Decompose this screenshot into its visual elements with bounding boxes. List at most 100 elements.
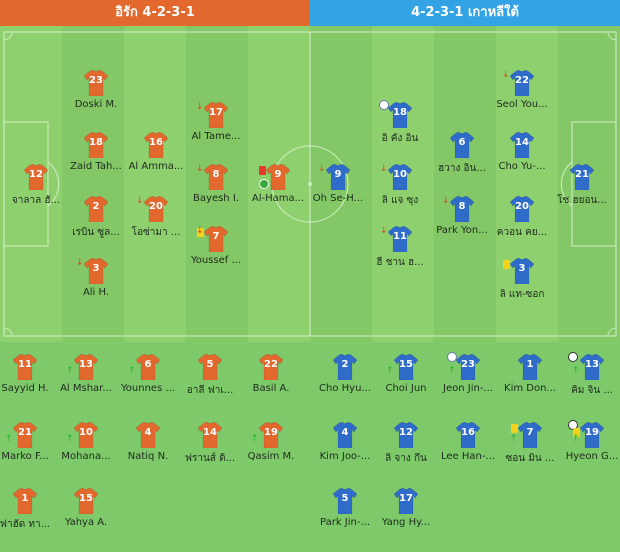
- player-name: Hyeon G...: [565, 451, 619, 462]
- jersey-icon: [266, 164, 290, 190]
- player-name: Natiq N.: [127, 451, 169, 462]
- jersey-number: 15: [79, 493, 93, 504]
- player-card[interactable]: 16 Al Amma...: [117, 132, 195, 190]
- player-card[interactable]: 1 Kim Don...: [491, 354, 569, 412]
- jersey-icon: [450, 132, 474, 158]
- player-card[interactable]: 11 ฮี ชาน ฮ... ↓: [361, 226, 439, 284]
- player-card[interactable]: 23 Jeon Jin-... ↑: [429, 352, 507, 412]
- player-card[interactable]: 21 Marko F... ↑: [0, 422, 64, 480]
- jersey-number: 1: [526, 359, 534, 370]
- jersey-number: 1: [21, 493, 29, 504]
- jersey-icon: [24, 164, 48, 190]
- player-card[interactable]: 13 Al Mshar... ↑: [47, 354, 125, 412]
- player-name: จาลาล ฮั...: [11, 195, 61, 206]
- player-card[interactable]: 3 ลิ แท-ซอก: [483, 258, 561, 316]
- substituted-in-icon: ↑: [448, 366, 456, 376]
- jersey-number: 13: [79, 359, 93, 370]
- player-card[interactable]: 14 Cho Yu-...: [483, 132, 561, 190]
- player-card[interactable]: 16 Lee Han-...: [429, 422, 507, 480]
- player-card[interactable]: 2 เรบิน ซูล...: [57, 196, 135, 254]
- captain-icon: [379, 100, 389, 110]
- player-card[interactable]: 10 ลิ แจ ซุง ↓: [361, 164, 439, 222]
- substituted-in-icon: ↑: [128, 366, 136, 376]
- jersey-number: 3: [92, 263, 100, 274]
- player-card[interactable]: 17 Yang Hy...: [367, 488, 445, 546]
- jersey-number: 14: [203, 427, 217, 438]
- player-card[interactable]: 5 อาลี ฟาเ...: [171, 354, 249, 412]
- player-name: Mohana...: [61, 451, 111, 462]
- jersey-icon: [259, 354, 283, 380]
- player-card[interactable]: 13 คิม จิน ... ↑: [553, 352, 620, 412]
- jersey-number: 18: [89, 137, 103, 148]
- player-card[interactable]: 9 Oh Se-H... ↓: [299, 164, 377, 222]
- player-name: ลิ จาง กึน: [385, 453, 427, 464]
- jersey-icon: [580, 354, 604, 380]
- jersey-icon: [144, 196, 168, 222]
- player-name: เรบิน ซูล...: [72, 227, 120, 238]
- home-team-header: อิรัก 4-2-3-1: [0, 0, 310, 26]
- substituted-out-icon: ↓: [196, 226, 204, 236]
- jersey-icon: [13, 488, 37, 514]
- player-card[interactable]: 22 Basil A.: [232, 354, 310, 412]
- player-card[interactable]: 17 Al Tame... ↓: [177, 102, 255, 160]
- player-card[interactable]: 15 Yahya A.: [47, 488, 125, 546]
- jersey-number: 4: [144, 427, 152, 438]
- player-name: ฟาฮัด ทา...: [0, 519, 51, 530]
- jersey-number: 21: [18, 427, 32, 438]
- player-card[interactable]: 4 Natiq N.: [109, 422, 187, 480]
- jersey-icon: [13, 422, 37, 448]
- jersey-icon: [333, 422, 357, 448]
- substituted-in-icon: ↑: [572, 366, 580, 376]
- substituted-out-icon: ↓: [196, 102, 204, 112]
- player-name: Al Amma...: [128, 161, 184, 172]
- jersey-number: 18: [393, 107, 407, 118]
- player-card[interactable]: 7 ซอน มิน ... ↑: [491, 422, 569, 480]
- yellow-card-icon: [511, 424, 518, 433]
- jersey-number: 5: [206, 359, 214, 370]
- player-card[interactable]: 6 Younnes ... ↑: [109, 354, 187, 412]
- player-name: Al Mshar...: [60, 383, 112, 394]
- jersey-icon: [570, 164, 594, 190]
- player-card[interactable]: 7 Youssef ... ↓: [177, 226, 255, 284]
- player-name: อิ คัง อิน: [381, 133, 419, 144]
- player-name: โช ฮยอน...: [557, 195, 607, 206]
- player-card[interactable]: 1 ฟาฮัด ทา...: [0, 488, 64, 546]
- player-card[interactable]: 19 Hyeon G... ↑: [553, 420, 620, 480]
- player-card[interactable]: 18 Zaid Tah...: [57, 132, 135, 190]
- player-card[interactable]: 20 โอซ่ามา ... ↓: [117, 196, 195, 254]
- away-team-header: 4-2-3-1 เกาหลีใต้: [310, 0, 620, 26]
- player-card[interactable]: 8 Bayesh I. ↓: [177, 164, 255, 222]
- player-card[interactable]: 6 ฮวาง อิน...: [423, 132, 501, 190]
- player-card[interactable]: 19 Qasim M. ↑: [232, 422, 310, 480]
- player-card[interactable]: 10 Mohana... ↑: [47, 422, 125, 480]
- player-card[interactable]: 23 Doski M.: [57, 70, 135, 128]
- player-name: โอซ่ามา ...: [131, 227, 181, 238]
- jersey-icon: [388, 226, 412, 252]
- jersey-icon: [580, 422, 604, 448]
- substituted-in-icon: ↑: [5, 434, 13, 444]
- jersey-icon: [13, 354, 37, 380]
- player-card[interactable]: 5 Park Jin-...: [306, 488, 384, 546]
- player-card[interactable]: 8 Park Yon... ↓: [423, 196, 501, 254]
- player-name: Choi Jun: [385, 383, 427, 394]
- player-card[interactable]: 20 ควอน คย...: [483, 196, 561, 254]
- jersey-number: 11: [18, 359, 32, 370]
- player-card[interactable]: 9 Al-Hama...: [239, 164, 317, 222]
- player-card[interactable]: 12 จาลาล ฮั...: [0, 164, 75, 222]
- player-name: ลิ แจ ซุง: [381, 195, 419, 206]
- jersey-number: 8: [458, 201, 466, 212]
- jersey-number: 20: [515, 201, 529, 212]
- player-card[interactable]: 18 อิ คัง อิน: [361, 100, 439, 160]
- player-card[interactable]: 22 Seol You... ↓: [483, 70, 561, 128]
- player-card[interactable]: 14 ฟรานส์ ดิ...: [171, 422, 249, 480]
- jersey-icon: [259, 422, 283, 448]
- player-card[interactable]: 15 Choi Jun ↑: [367, 354, 445, 412]
- player-card[interactable]: 2 Cho Hyu...: [306, 354, 384, 412]
- player-card[interactable]: 21 โช ฮยอน...: [543, 164, 620, 222]
- player-card[interactable]: 4 Kim Joo-...: [306, 422, 384, 480]
- player-card[interactable]: 12 ลิ จาง กึน: [367, 422, 445, 480]
- player-card[interactable]: 11 Sayyid H.: [0, 354, 64, 412]
- player-card[interactable]: 3 Ali H. ↓: [57, 258, 135, 316]
- jersey-icon: [136, 354, 160, 380]
- jersey-number: 19: [585, 427, 599, 438]
